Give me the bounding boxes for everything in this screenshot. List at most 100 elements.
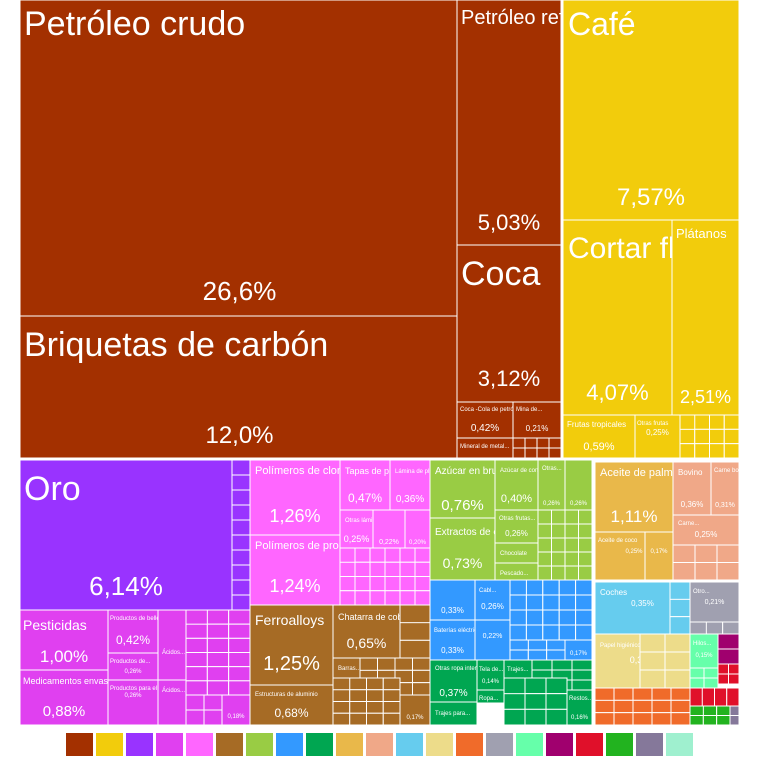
minor-tiles-plastics-cell (384, 547, 401, 563)
minor-tiles-plastics-cell (384, 561, 401, 577)
tile-extractos-de-cafe-y-te-label: Extractos de café y té (435, 527, 532, 538)
tile-lamina-de-plastico-value: 0,36% (396, 494, 424, 505)
minor-tiles-gold-cell (231, 594, 251, 611)
minor-tiles-yarn-cell (689, 677, 705, 689)
tile-coca-cola-de-petroleo-value: 0,42% (471, 423, 499, 434)
minor-tiles-red-cell (728, 663, 740, 675)
tile-otras-value: 0,26% (543, 501, 561, 507)
tile-aceite-de-palma (594, 461, 674, 533)
tile-chocolate-label: Chocolate (500, 551, 528, 557)
tile-g3-6-value: 0,20% (409, 540, 427, 546)
minor-tiles-plastics-cell (399, 561, 416, 577)
minor-tiles-plastics-cell (414, 547, 431, 563)
tile-trajes-para-label: Trajes para... (435, 711, 470, 717)
tile-azucar-de-confiteria-value: 0,40% (501, 493, 532, 505)
minor-tiles-green-cell (702, 715, 718, 726)
legend-swatch-9 (306, 733, 333, 756)
tile-g9-3 (474, 619, 511, 661)
minor-tiles-gold-cell (231, 579, 251, 596)
minor-tiles-chemicals-cell (185, 637, 208, 653)
legend-swatch-7 (246, 733, 273, 756)
minor-tiles-food-cell (578, 523, 593, 539)
minor-tiles-electrical-cell (509, 624, 527, 641)
minor-tiles-textiles-cell (551, 659, 573, 671)
tile-otras-frutas-value: 0,25% (646, 428, 669, 437)
minor-tiles-metals-b-cell (349, 701, 367, 714)
minor-tiles-electrical-cell (542, 624, 560, 641)
minor-tiles-red-b-cell (714, 687, 728, 707)
tile-tapas-de-plastico-label: Tapas de plástico (345, 466, 415, 476)
tile-bovino-value: 0,36% (681, 500, 704, 509)
tile-productos-para-el (107, 679, 159, 726)
minor-tiles-metals-b-cell (382, 712, 401, 726)
minor-tiles-fruit-cell (679, 428, 696, 445)
tile-cafe-label: Café (568, 6, 636, 42)
tile-lamina-de-plastico (389, 459, 431, 511)
minor-tiles-plastics-cell (339, 576, 356, 592)
minor-tiles-orange-cell (613, 699, 634, 714)
minor-tiles-plastics-cell (354, 590, 371, 606)
minor-tiles-paper-cell (664, 633, 691, 653)
minor-tiles-gold-cell (231, 474, 251, 491)
minor-tiles-plastics-cell (384, 576, 401, 592)
tile-g9-4-value: 0,17% (570, 651, 588, 657)
tile-pesticidas (19, 609, 109, 671)
minor-tiles-chemicals-cell (228, 609, 251, 625)
minor-tiles-electrical-b-cell (546, 639, 566, 651)
minor-tiles-textiles-b-cell (524, 708, 547, 726)
minor-tiles-orange-cell (594, 699, 615, 714)
tile-cafe-value: 7,57% (617, 184, 685, 211)
minor-tiles-paper-cell (639, 651, 666, 671)
legend-swatch-17 (546, 733, 573, 756)
minor-tiles-food-cell (564, 565, 579, 581)
tile-briquetas-de-carbon-label: Briquetas de carbón (24, 326, 328, 364)
minor-tiles-food-cell (551, 537, 566, 553)
minor-tiles-plastics-cell (399, 590, 416, 606)
minor-tiles-vehicles-cell (669, 616, 691, 635)
minor-tiles-meat-cell (694, 562, 718, 581)
tile-ferroalloys-value: 1,25% (263, 653, 320, 675)
tile-polimeros-de-propileno-value: 1,24% (269, 576, 320, 596)
minor-tiles-fruit-cell (694, 414, 710, 430)
tile-platanos (671, 219, 740, 416)
tile-petroleo-crudo-label: Petróleo crudo (24, 5, 245, 43)
minor-tiles-electrical-b-cell (527, 639, 548, 651)
minor-tiles-gold-cell (231, 489, 251, 506)
tile-mineral-de-metal-label: Mineral de metal... (460, 444, 510, 450)
minor-tiles-food-cell (578, 537, 593, 553)
tile-g9-0-value: 0,33% (441, 606, 464, 615)
tile-otras-frutas-label: Otras frutas (637, 421, 668, 427)
tile-extractos-de-cafe-y-te-value: 0,73% (443, 555, 483, 571)
tile-baterias-electricas (429, 619, 476, 661)
minor-tiles-textiles-b-cell (503, 693, 526, 710)
minor-tiles-orange-cell (594, 712, 615, 726)
tile-frutas-tropicales-label: Frutas tropicales (567, 420, 626, 429)
legend-swatch-11 (366, 733, 393, 756)
tile-carne (672, 514, 740, 546)
minor-tiles-electrical-cell (525, 594, 544, 611)
legend-swatch-15 (486, 733, 513, 756)
tile-frutas-tropicales (562, 414, 636, 459)
tile-hilos-value: 0,15% (695, 653, 713, 659)
minor-tiles-chemicals-b-cell (203, 709, 223, 726)
tile-g7-2-value: 0,17% (650, 549, 668, 555)
tile-chatarra-de-cobre (332, 604, 401, 659)
tile-platanos-label: Plátanos (676, 226, 727, 241)
minor-tiles-plastics-cell (414, 561, 431, 577)
tile-coca-label: Coca (461, 255, 540, 293)
minor-tiles-electrical-cell (575, 579, 593, 596)
minor-tiles-electrical-cell (558, 609, 577, 626)
minor-tiles-metals-b-cell (366, 701, 384, 714)
minor-tiles-metals-b-cell (349, 689, 367, 702)
minor-tiles-food-cell (551, 509, 566, 525)
tile-carne-bovino-value: 0,31% (715, 502, 735, 509)
minor-tiles-red-b-cell (701, 687, 715, 707)
minor-tiles-chemicals-cell (228, 652, 251, 668)
tile-azucar-en-bruto-label: Azúcar en bruto (435, 466, 506, 477)
minor-tiles-electrical-cell (509, 594, 527, 611)
minor-tiles-paper-cell (664, 669, 691, 689)
minor-tiles-electrical-cell (558, 594, 577, 611)
minor-tiles-petroleum-cell (548, 447, 562, 459)
minor-tiles-petroleum-cell (536, 447, 550, 459)
tile-productos-de-label: Productos de... (110, 659, 151, 665)
